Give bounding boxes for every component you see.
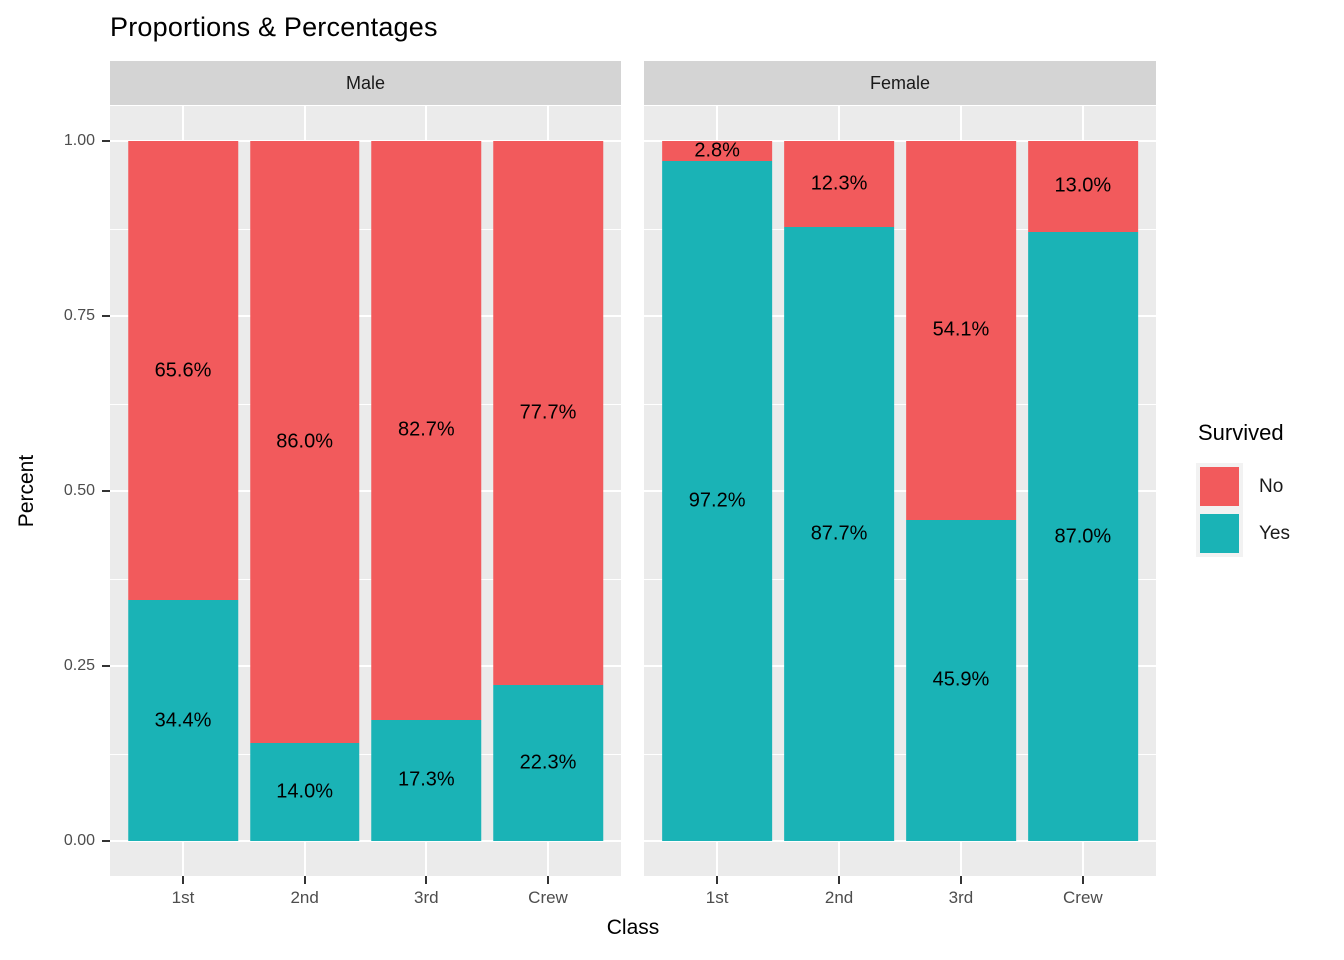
x-axis-tick-label: Crew: [1063, 888, 1103, 907]
gridline-major: [644, 665, 1156, 667]
gridline-major: [644, 315, 1156, 317]
bar-segment-no: [784, 141, 894, 228]
bar-segment-yes: [662, 160, 772, 841]
bar-segment-no: [371, 141, 482, 720]
bar-segment-label: 12.3%: [810, 172, 868, 195]
x-axis-tick: [716, 876, 719, 884]
x-axis-tick: [303, 876, 306, 884]
x-axis-tick-label: 2nd: [290, 888, 319, 907]
y-axis-tick-label: 0.00: [63, 832, 95, 849]
facet-strip-label: Female: [869, 72, 931, 93]
plot-panel-male: 34.4% 65.6% 1st 14.0% 86.0% 2nd 17.3% 82.7% 3rd 2…: [110, 106, 621, 907]
bar-segment-label: 14.0%: [276, 780, 334, 803]
gridline-major: [644, 840, 1156, 842]
legend-label: No: [1259, 475, 1284, 497]
gridline-minor: [110, 403, 621, 405]
facet-strip-male: Male: [110, 61, 621, 105]
bar-segment-no: [493, 141, 603, 685]
y-axis-tick: [102, 140, 110, 142]
bar-segment-label: 87.0%: [1054, 525, 1112, 547]
gridline-minor: [644, 228, 1156, 230]
bar-segment-yes: [1027, 232, 1138, 841]
x-axis-title: Class: [606, 916, 660, 939]
y-axis: 0.00 0.25 0.50 0.75 1.00: [0, 106, 110, 876]
x-axis-tick-label: Crew: [528, 888, 568, 907]
gridline-major: [110, 665, 621, 667]
bar-segment-no: [128, 141, 238, 601]
bar-segment-label: 82.7%: [397, 418, 455, 441]
gridline-major: [110, 840, 621, 842]
y-axis-tick-label: 1.00: [63, 132, 95, 149]
gridline-minor: [110, 578, 621, 580]
bar-segment-label: 87.7%: [810, 522, 868, 545]
gridline-minor: [110, 753, 621, 755]
y-axis-title: Percent: [15, 454, 38, 528]
gridline-minor: [644, 403, 1156, 405]
gridline-major: [110, 490, 621, 492]
bar-segment-label: 45.9%: [932, 668, 990, 691]
y-axis-tick-label: 0.75: [63, 307, 95, 324]
bar-segment-no: [662, 141, 772, 161]
x-axis-tick: [182, 876, 184, 884]
bar-segment-label: 65.6%: [154, 359, 212, 382]
bar-segment-no: [1027, 141, 1138, 232]
bar-segment-label: 17.3%: [397, 768, 455, 791]
bar-segment-no: [906, 141, 1016, 520]
x-axis-tick: [425, 876, 428, 884]
y-axis-tick: [102, 490, 110, 492]
y-axis-tick: [102, 665, 110, 667]
gridline-major: [110, 140, 621, 142]
legend: Survived No Yes: [1196, 420, 1290, 557]
gridline-minor: [110, 228, 621, 230]
x-axis-tick-label: 1st: [171, 888, 195, 907]
legend-label: Yes: [1259, 522, 1290, 544]
bar-segment-label: 2.8%: [694, 139, 740, 162]
bar-segment-label: 97.2%: [688, 489, 746, 512]
x-axis-tick-label: 3rd: [948, 888, 974, 907]
plot-panel-female: 97.2% 2.8% 1st 87.7% 12.3% 2nd 45.9% 54.1% 3rd 87…: [644, 106, 1156, 907]
bar-segment-label: 54.1%: [932, 318, 990, 341]
bar-segment-yes: [906, 519, 1016, 841]
x-axis-tick-label: 2nd: [824, 888, 854, 907]
y-axis-tick-label: 0.25: [63, 657, 95, 674]
legend-title: Survived: [1198, 420, 1284, 445]
gridline-minor: [644, 578, 1156, 580]
gridline-major: [644, 140, 1156, 142]
bar-segment-label: 77.7%: [519, 401, 577, 424]
legend-swatch-yes: [1200, 514, 1239, 553]
y-axis-tick-label: 0.50: [63, 482, 95, 499]
gridline-minor: [644, 753, 1156, 755]
bar-segment-yes: [371, 719, 482, 841]
gridline-major: [644, 490, 1156, 492]
y-axis-tick: [102, 315, 110, 317]
legend-key: [1196, 510, 1243, 557]
gridline-major: [110, 315, 621, 317]
bar-segment-label: 22.3%: [519, 751, 577, 774]
legend-swatch-no: [1200, 467, 1239, 506]
bar-segment-yes: [128, 600, 238, 841]
bar-segment-no: [249, 141, 360, 743]
legend-entry-no: No: [1196, 463, 1290, 510]
legend-entry-yes: Yes: [1196, 510, 1290, 557]
y-axis-tick: [102, 840, 110, 842]
legend-key: [1196, 463, 1243, 510]
x-axis-tick: [838, 876, 841, 884]
bar-segment-label: 34.4%: [154, 709, 212, 732]
x-axis-tick: [547, 876, 549, 884]
bar-segment-yes: [493, 684, 603, 841]
x-axis-tick-label: 3rd: [414, 888, 439, 907]
facet-strip-female: Female: [644, 61, 1156, 105]
bar-segment-label: 13.0%: [1054, 174, 1112, 197]
facet-strip-label: Male: [345, 72, 385, 93]
x-axis-tick: [959, 876, 962, 884]
chart-title: Proportions & Percentages: [110, 12, 438, 42]
x-axis-tick: [1081, 876, 1084, 884]
bar-segment-label: 86.0%: [276, 430, 334, 453]
x-axis-tick-label: 1st: [705, 888, 729, 907]
bar-segment-yes: [784, 227, 894, 841]
bar-segment-yes: [249, 743, 360, 841]
